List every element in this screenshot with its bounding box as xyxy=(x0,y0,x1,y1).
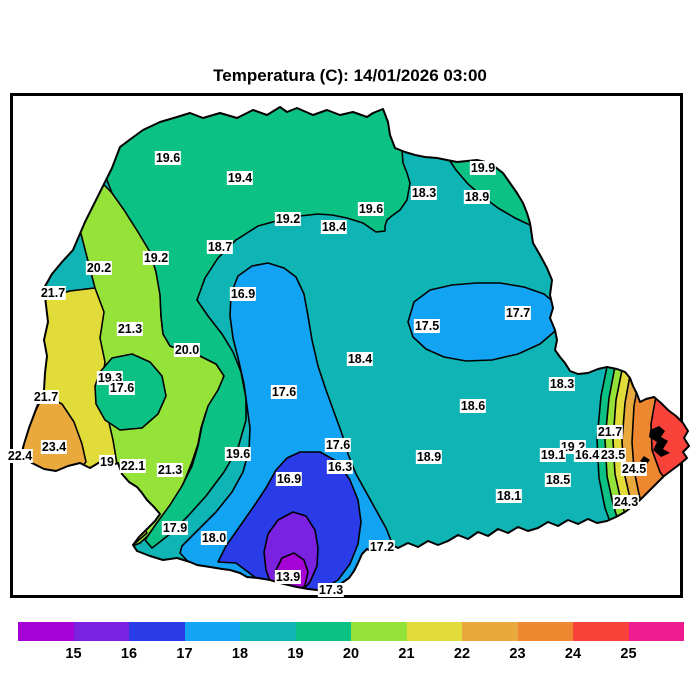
colorbar-tick-label: 24 xyxy=(564,646,582,662)
colorbar-segment-t17_18 xyxy=(184,622,240,641)
colorbar-segment-t24_25 xyxy=(573,622,629,641)
colorbar-segment-t20_21 xyxy=(351,622,407,641)
colorbar-tick-label: 16 xyxy=(120,646,138,662)
colorbar-segment-t23_24 xyxy=(517,622,573,641)
colorbar-tick-label: 21 xyxy=(398,646,415,662)
colorbar-segment-gt25 xyxy=(628,622,684,641)
colorbar-segment-t21_22 xyxy=(406,622,462,641)
state-boundary xyxy=(20,106,690,593)
colorbar-segment-t19_20 xyxy=(295,622,351,641)
colorbar-segment-t16_17 xyxy=(129,622,185,641)
colorbar-segment-lt15 xyxy=(18,622,74,641)
colorbar-tick-label: 19 xyxy=(287,646,304,662)
coast-islands-icon xyxy=(640,456,650,465)
colorbar-tick-label: 18 xyxy=(231,646,249,662)
colorbar-tick-label: 23 xyxy=(509,646,526,662)
temperature-colorbar xyxy=(18,622,684,641)
colorbar-segment-t22_23 xyxy=(462,622,518,641)
colorbar-segment-t15_16 xyxy=(73,622,129,641)
colorbar-tick-label: 20 xyxy=(342,646,360,662)
coast-islands-icon xyxy=(649,426,670,457)
colorbar-tick-label: 22 xyxy=(453,646,471,662)
colorbar-tick-label: 25 xyxy=(620,646,637,662)
colorbar-tick-label: 15 xyxy=(65,646,82,662)
map-title: Temperatura (C): 14/01/2026 03:00 xyxy=(213,66,487,85)
colorbar-segment-t18_19 xyxy=(240,622,296,641)
colorbar-tick-label: 17 xyxy=(176,646,193,662)
